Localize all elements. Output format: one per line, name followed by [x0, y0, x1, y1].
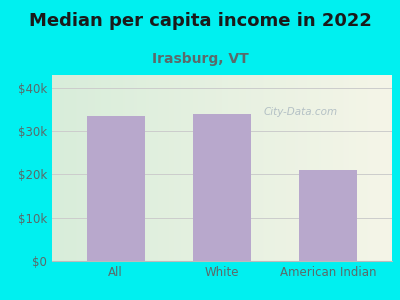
Bar — [299, 170, 358, 261]
Text: Median per capita income in 2022: Median per capita income in 2022 — [28, 12, 372, 30]
Bar — [86, 116, 145, 261]
Bar — [193, 114, 251, 261]
Text: Irasburg, VT: Irasburg, VT — [152, 52, 248, 67]
Text: City-Data.com: City-Data.com — [263, 107, 337, 117]
